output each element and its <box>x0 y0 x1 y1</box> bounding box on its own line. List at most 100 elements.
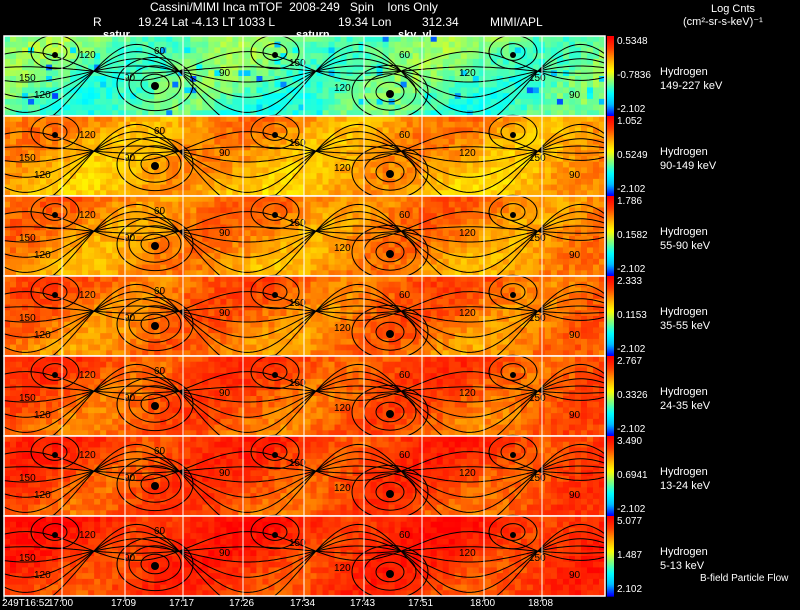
colorbar-tick-6-0: 5.077 <box>617 515 642 528</box>
field-point-top-0-1 <box>52 52 58 58</box>
contour-label-0-7: 60 <box>399 50 411 61</box>
field-point-3-0 <box>151 322 159 330</box>
contour-label-5-4: 90 <box>219 468 231 479</box>
contour-label-6-6: 120 <box>334 563 351 574</box>
energy-label-2: 55-90 keV <box>660 240 710 253</box>
contour-label-2-11: 120 <box>79 210 96 221</box>
contour-label-5-0: 150 <box>19 473 36 484</box>
contour-label-6-3: 90 <box>124 553 136 564</box>
contour-label-2-4: 90 <box>219 228 231 239</box>
contour-label-0-4: 90 <box>219 68 231 79</box>
field-point-top-1-1 <box>52 132 58 138</box>
colorbar-tick-3-0: 2.333 <box>617 275 642 288</box>
contour-label-2-2: 60 <box>154 206 166 217</box>
contour-label-3-11: 120 <box>79 290 96 301</box>
colorbar-0 <box>607 36 614 117</box>
contour-label-6-8: 120 <box>459 548 476 559</box>
colorbar-tick-1-1: 0.5249 <box>617 149 648 162</box>
contour-label-3-10: 90 <box>569 330 581 341</box>
contour-label-3-1: 120 <box>34 330 51 341</box>
field-point-top-2-1 <box>52 212 58 218</box>
contour-label-5-8: 120 <box>459 468 476 479</box>
colorbar-tick-6-2: 2.102 <box>617 583 642 596</box>
field-point-1-1 <box>386 170 394 178</box>
contour-label-3-0: 150 <box>19 313 36 324</box>
field-point-4-1 <box>386 410 394 418</box>
field-point-top-1-0 <box>510 132 516 138</box>
contour-label-5-3: 90 <box>124 473 136 484</box>
energy-label-5: 13-24 keV <box>660 480 710 493</box>
contour-label-6-1: 120 <box>34 570 51 581</box>
contour-label-4-3: 90 <box>124 393 136 404</box>
field-point-4-0 <box>151 402 159 410</box>
contour-label-0-1: 120 <box>34 90 51 101</box>
time-label-0: 249T16:52 <box>2 597 50 610</box>
colorbar-tick-4-1: 0.3326 <box>617 389 648 402</box>
contour-label-1-9: 150 <box>529 153 546 164</box>
field-point-top-0-0 <box>510 52 516 58</box>
contour-label-2-8: 120 <box>459 228 476 239</box>
field-point-6-1 <box>386 570 394 578</box>
contour-label-0-8: 120 <box>459 68 476 79</box>
colorbar-3 <box>607 276 614 357</box>
contour-label-5-6: 120 <box>334 483 351 494</box>
contour-label-2-3: 90 <box>124 233 136 244</box>
colorbar-tick-2-0: 1.786 <box>617 195 642 208</box>
contour-label-5-9: 150 <box>529 473 546 484</box>
contour-label-6-11: 120 <box>79 530 96 541</box>
contour-label-2-0: 150 <box>19 233 36 244</box>
contour-label-1-6: 120 <box>334 163 351 174</box>
field-point-6-0 <box>151 562 159 570</box>
contour-label-5-11: 120 <box>79 450 96 461</box>
contour-label-3-7: 60 <box>399 290 411 301</box>
colorbar-tick-5-1: 0.6941 <box>617 469 648 482</box>
contour-label-5-2: 60 <box>154 446 166 457</box>
field-point-2-1 <box>386 250 394 258</box>
colorbar-5 <box>607 436 614 517</box>
field-point-top-6-1 <box>52 532 58 538</box>
contour-label-2-10: 90 <box>569 250 581 261</box>
contour-label-3-9: 150 <box>529 313 546 324</box>
colorbar-tick-3-1: 0.1153 <box>617 309 647 322</box>
colorbar-tick-2-1: 0.1582 <box>617 229 648 242</box>
contour-label-6-9: 150 <box>529 553 546 564</box>
contour-label-2-9: 150 <box>529 233 546 244</box>
contour-label-6-2: 60 <box>154 526 166 537</box>
colorbar-tick-4-0: 2.767 <box>617 355 642 368</box>
field-point-0-1 <box>386 90 394 98</box>
field-point-top-3-0 <box>510 292 516 298</box>
species-label-1: Hydrogen <box>660 146 708 159</box>
contour-label-4-6: 120 <box>334 403 351 414</box>
colorbar-tick-5-0: 3.490 <box>617 435 642 448</box>
contour-label-3-3: 90 <box>124 313 136 324</box>
field-point-top-2-2 <box>272 212 278 218</box>
colorbar-4 <box>607 356 614 437</box>
contour-label-4-2: 60 <box>154 366 166 377</box>
contour-label-6-4: 90 <box>219 548 231 559</box>
contour-label-1-3: 90 <box>124 153 136 164</box>
contour-label-1-7: 60 <box>399 130 411 141</box>
field-point-2-0 <box>151 242 159 250</box>
contour-label-3-2: 60 <box>154 286 166 297</box>
field-point-top-5-1 <box>52 452 58 458</box>
field-point-top-3-2 <box>272 292 278 298</box>
contour-label-6-10: 90 <box>569 570 581 581</box>
contour-label-5-1: 120 <box>34 490 51 501</box>
contour-label-1-11: 120 <box>79 130 96 141</box>
time-label-2: 17:09 <box>111 597 136 610</box>
contour-label-5-10: 90 <box>569 490 581 501</box>
colorbar-1 <box>607 116 614 197</box>
contour-label-1-4: 90 <box>219 148 231 159</box>
colorbar-tick-1-0: 1.052 <box>617 115 642 128</box>
field-point-top-4-1 <box>52 372 58 378</box>
field-point-top-5-2 <box>272 452 278 458</box>
contour-label-4-11: 120 <box>79 370 96 381</box>
colorbar-2 <box>607 196 614 277</box>
time-label-9: 18:08 <box>528 597 553 610</box>
contour-label-0-2: 60 <box>154 46 166 57</box>
time-label-4: 17:26 <box>229 597 254 610</box>
field-point-top-0-2 <box>272 52 278 58</box>
time-label-6: 17:43 <box>350 597 375 610</box>
field-point-top-4-0 <box>510 372 516 378</box>
contour-label-5-7: 60 <box>399 450 411 461</box>
